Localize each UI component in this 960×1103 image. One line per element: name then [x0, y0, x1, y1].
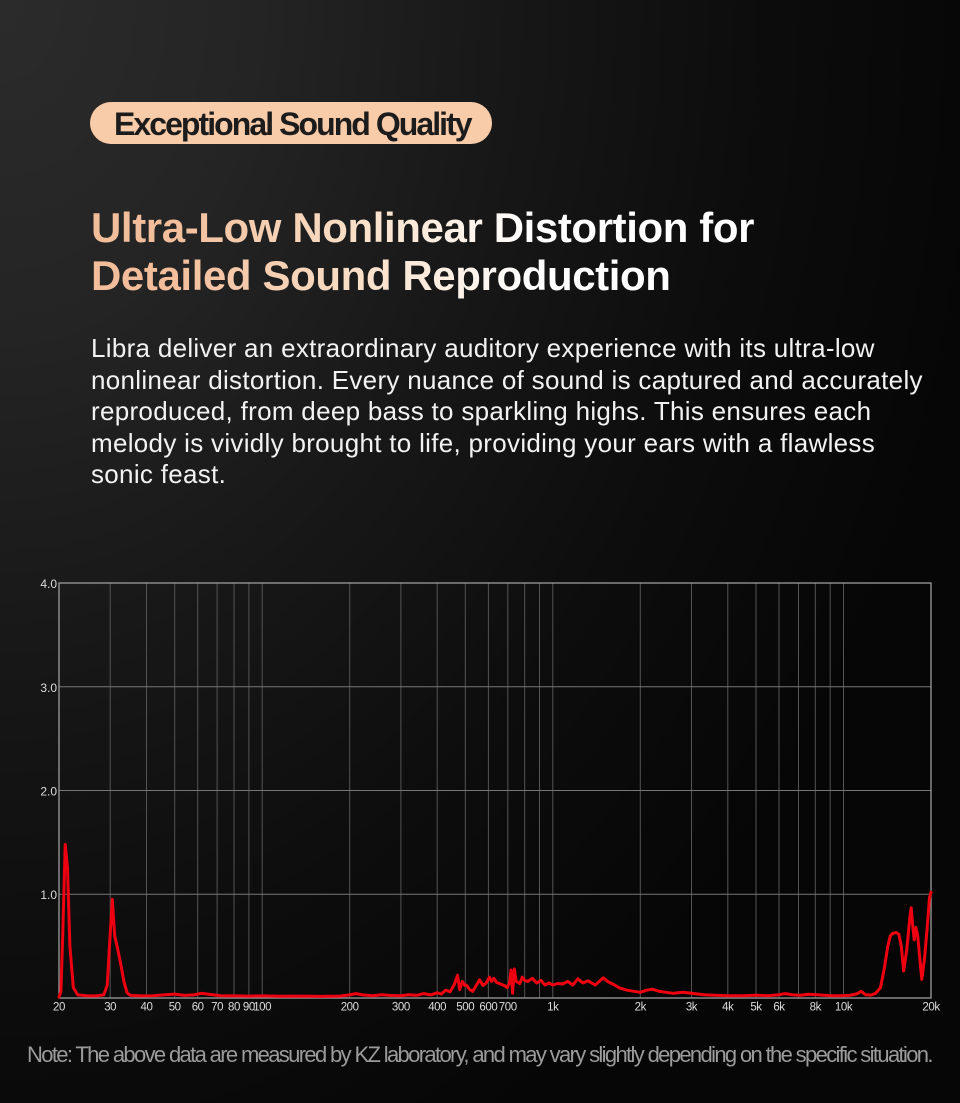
svg-text:30: 30 — [104, 1002, 116, 1014]
svg-text:700: 700 — [499, 1002, 517, 1014]
svg-text:90: 90 — [243, 1002, 255, 1014]
svg-text:100: 100 — [253, 1002, 271, 1014]
svg-text:20: 20 — [53, 1002, 65, 1014]
svg-text:10k: 10k — [835, 1002, 853, 1014]
svg-text:40: 40 — [141, 1002, 153, 1014]
svg-text:1.0: 1.0 — [40, 888, 57, 902]
svg-text:300: 300 — [392, 1002, 410, 1014]
svg-text:50: 50 — [169, 1002, 181, 1014]
svg-text:20k: 20k — [922, 1002, 940, 1014]
svg-text:1k: 1k — [547, 1002, 559, 1014]
svg-text:2k: 2k — [635, 1002, 647, 1014]
svg-text:80: 80 — [228, 1002, 240, 1014]
svg-text:3k: 3k — [686, 1002, 698, 1014]
svg-text:400: 400 — [428, 1002, 446, 1014]
svg-text:600: 600 — [479, 1002, 497, 1014]
svg-text:4.0: 4.0 — [40, 577, 57, 591]
svg-text:5k: 5k — [750, 1002, 762, 1014]
svg-text:4k: 4k — [722, 1002, 734, 1014]
svg-text:2.0: 2.0 — [40, 785, 57, 799]
svg-text:3.0: 3.0 — [40, 681, 57, 695]
svg-text:70: 70 — [211, 1002, 223, 1014]
svg-text:60: 60 — [192, 1002, 204, 1014]
svg-text:6k: 6k — [773, 1002, 785, 1014]
svg-text:200: 200 — [341, 1002, 359, 1014]
svg-text:8k: 8k — [810, 1002, 822, 1014]
svg-text:500: 500 — [456, 1002, 474, 1014]
